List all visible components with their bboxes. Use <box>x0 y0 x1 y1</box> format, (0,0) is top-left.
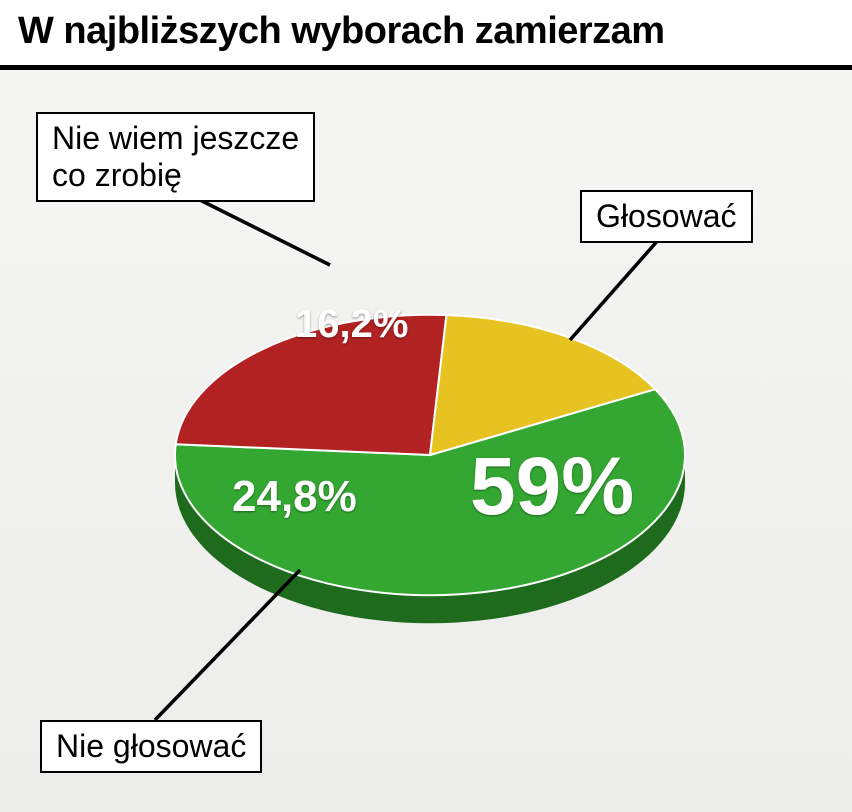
chart-title: W najbliższych wyborach zamierzam <box>18 10 834 53</box>
pie-chart: Nie wiem jeszczeco zrobię Głosować Nie g… <box>0 80 852 800</box>
callout-vote-label: Głosować <box>596 198 737 234</box>
slice-value-vote: 59% <box>470 440 634 534</box>
slice-value-not-vote: 24,8% <box>232 472 357 522</box>
callout-dont-know: Nie wiem jeszczeco zrobię <box>36 112 315 202</box>
title-bar: W najbliższych wyborach zamierzam <box>0 0 852 70</box>
callout-vote: Głosować <box>580 190 753 243</box>
callout-not-vote: Nie głosować <box>40 720 262 773</box>
callout-not-vote-label: Nie głosować <box>56 728 246 764</box>
slice-value-dont-know: 16,2% <box>295 302 408 347</box>
callout-dont-know-label: Nie wiem jeszczeco zrobię <box>52 120 299 193</box>
chart-frame: W najbliższych wyborach zamierzam Nie wi… <box>0 0 852 812</box>
